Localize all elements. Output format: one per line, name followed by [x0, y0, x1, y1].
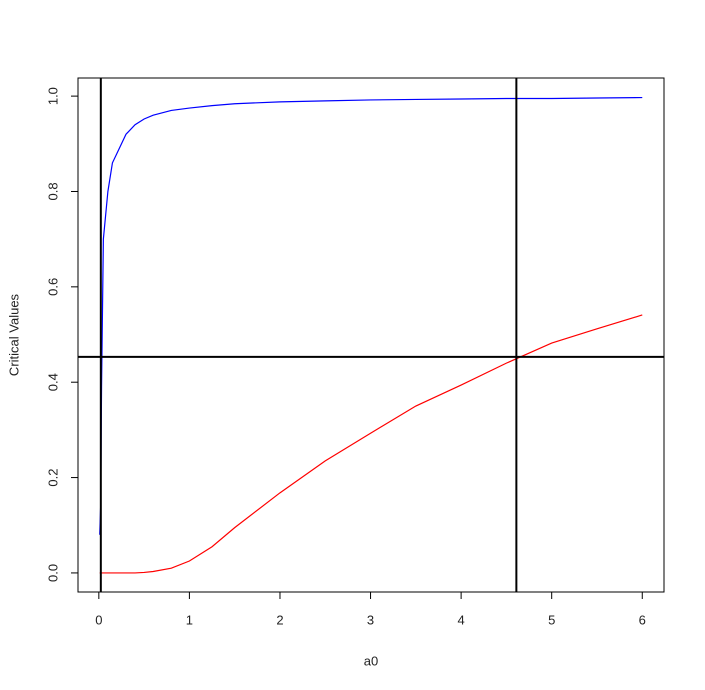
y-axis-title: Critical Values [6, 293, 21, 376]
series-line [99, 96, 643, 535]
y-tick-label: 1.0 [45, 87, 60, 105]
x-tick-label: 6 [639, 612, 646, 627]
x-tick-label: 0 [95, 612, 102, 627]
x-axis-title: a0 [364, 653, 378, 668]
y-tick-label: 0.6 [45, 278, 60, 296]
x-tick-label: 4 [458, 612, 465, 627]
x-tick-label: 2 [276, 612, 283, 627]
y-tick-label: 0.8 [45, 182, 60, 200]
x-tick-label: 1 [186, 612, 193, 627]
y-tick-label: 0.2 [45, 469, 60, 487]
y-tick-label: 0.4 [45, 373, 60, 391]
series-line [99, 314, 643, 574]
y-tick-label: 0.0 [45, 564, 60, 582]
x-tick-label: 5 [548, 612, 555, 627]
x-tick-label: 3 [367, 612, 374, 627]
